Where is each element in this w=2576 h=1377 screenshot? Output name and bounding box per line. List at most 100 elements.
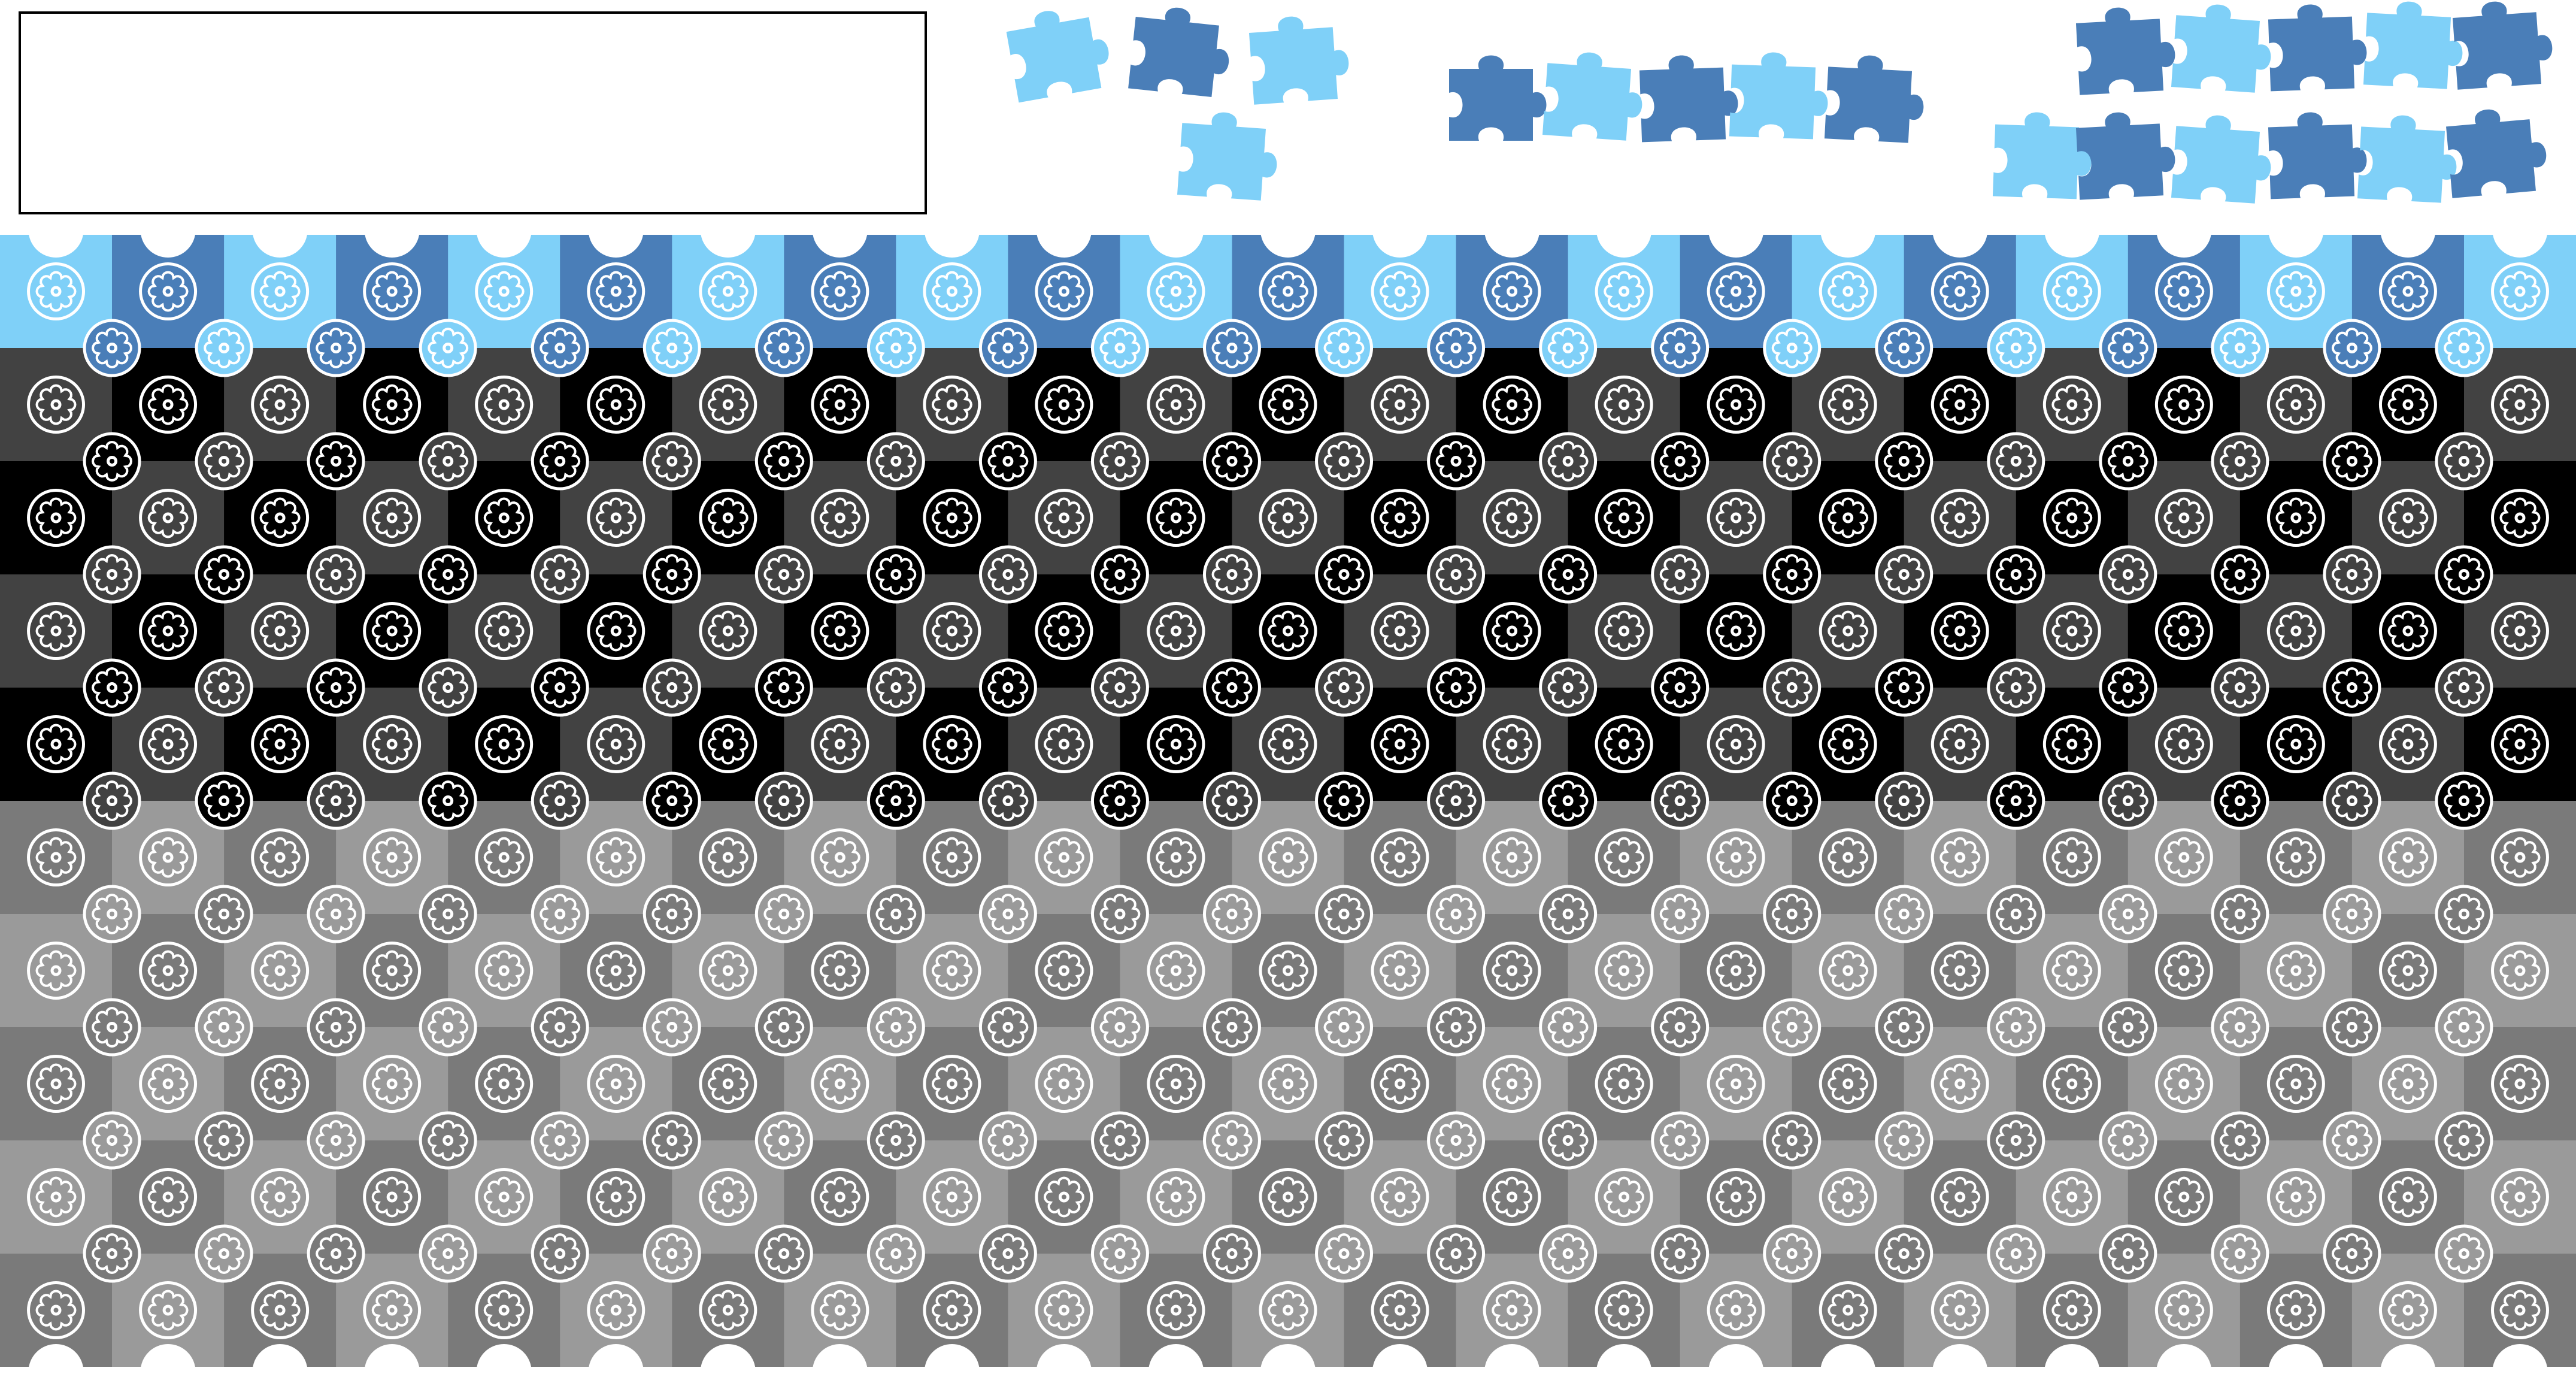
piece-knob bbox=[2099, 545, 2157, 604]
gear-flower-icon bbox=[1539, 658, 1598, 717]
gear-flower-icon bbox=[363, 1055, 422, 1113]
gear-flower-icon bbox=[1035, 376, 1093, 434]
gear-flower-icon bbox=[1147, 489, 1205, 547]
puzzle-piece-icon[interactable] bbox=[1639, 53, 1739, 143]
gear-flower-icon bbox=[1427, 658, 1486, 717]
piece-knob bbox=[1651, 545, 1710, 604]
gear-flower-icon bbox=[2435, 885, 2493, 943]
puzzle-piece-icon[interactable] bbox=[2451, 0, 2554, 90]
puzzle-piece-icon[interactable] bbox=[1177, 110, 1280, 201]
gear-flower-icon bbox=[2266, 602, 2325, 660]
puzzle-piece-icon[interactable] bbox=[2075, 110, 2177, 200]
piece-knob bbox=[754, 432, 813, 491]
edge-notch bbox=[2493, 235, 2547, 258]
gear-flower-icon bbox=[2042, 1168, 2101, 1226]
gear-flower-icon bbox=[2211, 658, 2269, 717]
puzzle-board-canvas bbox=[0, 235, 2576, 1367]
piece-knob bbox=[754, 319, 813, 377]
gear-flower-icon bbox=[2211, 885, 2269, 943]
gear-flower-icon bbox=[2099, 1111, 2157, 1170]
puzzle-piece-icon[interactable] bbox=[1542, 50, 1645, 141]
gear-flower-icon bbox=[2490, 376, 2549, 434]
puzzle-piece-icon[interactable] bbox=[1128, 4, 1234, 99]
gear-flower-icon bbox=[754, 885, 813, 943]
gear-flower-icon bbox=[27, 828, 86, 886]
gear-flower-icon bbox=[811, 1168, 869, 1226]
piece-knob bbox=[2323, 658, 2381, 717]
puzzle-board[interactable] bbox=[0, 235, 2576, 1367]
gear-flower-icon bbox=[1763, 1224, 1822, 1283]
gear-flower-icon bbox=[1427, 1111, 1486, 1170]
piece-knob bbox=[1875, 545, 1933, 604]
puzzle-piece-icon[interactable] bbox=[2268, 110, 2368, 199]
gear-flower-icon bbox=[1315, 432, 1374, 491]
gear-flower-icon bbox=[419, 771, 477, 830]
puzzle-piece-icon[interactable] bbox=[1824, 53, 1926, 144]
edge-notch bbox=[253, 235, 307, 258]
gear-flower-icon bbox=[2266, 1055, 2325, 1113]
gear-flower-icon bbox=[587, 262, 645, 320]
gear-flower-icon bbox=[1259, 1281, 1317, 1339]
piece-knob bbox=[1202, 998, 1261, 1057]
puzzle-piece-icon[interactable] bbox=[1449, 55, 1547, 141]
gear-flower-icon bbox=[2042, 376, 2101, 434]
gear-flower-icon bbox=[1371, 489, 1429, 547]
gear-flower-icon bbox=[699, 828, 757, 886]
puzzle-piece-icon[interactable] bbox=[2357, 113, 2459, 204]
piece-knob bbox=[1875, 658, 1933, 717]
puzzle-piece-icon[interactable] bbox=[1004, 2, 1115, 103]
gear-flower-icon bbox=[1315, 885, 1374, 943]
gear-flower-icon bbox=[139, 489, 198, 547]
gear-flower-icon bbox=[1651, 432, 1710, 491]
piece-knob bbox=[866, 658, 925, 717]
puzzle-piece-icon[interactable] bbox=[2363, 0, 2465, 90]
gear-flower-icon bbox=[475, 1055, 534, 1113]
gear-flower-icon bbox=[2042, 1055, 2101, 1113]
gear-flower-icon bbox=[754, 319, 813, 377]
gear-flower-icon bbox=[2435, 771, 2493, 830]
piece-knob bbox=[1539, 1224, 1598, 1283]
gear-flower-icon bbox=[587, 715, 645, 773]
piece-knob bbox=[2099, 432, 2157, 491]
puzzle-piece-icon[interactable] bbox=[1992, 111, 2093, 199]
piece-knob bbox=[307, 319, 365, 377]
board-cell[interactable] bbox=[1456, 235, 1569, 349]
gear-flower-icon bbox=[1651, 1224, 1710, 1283]
gear-flower-icon bbox=[1819, 1055, 1877, 1113]
puzzle-piece-icon[interactable] bbox=[2445, 105, 2549, 198]
gear-flower-icon bbox=[363, 715, 422, 773]
gear-flower-icon bbox=[27, 489, 86, 547]
gear-flower-icon bbox=[866, 1111, 925, 1170]
puzzle-piece-icon[interactable] bbox=[2171, 113, 2274, 204]
piece-knob bbox=[2435, 998, 2493, 1057]
gear-flower-icon bbox=[2378, 489, 2437, 547]
gear-flower-icon bbox=[27, 942, 86, 1000]
gear-flower-icon bbox=[1987, 432, 2045, 491]
puzzle-piece-icon[interactable] bbox=[1729, 51, 1829, 140]
gear-flower-icon bbox=[363, 1281, 422, 1339]
gear-flower-icon bbox=[2378, 602, 2437, 660]
gear-flower-icon bbox=[1427, 998, 1486, 1057]
puzzle-piece-icon[interactable] bbox=[2075, 5, 2177, 95]
piece-knob bbox=[195, 885, 253, 943]
piece-knob bbox=[531, 885, 589, 943]
gear-flower-icon bbox=[2323, 1111, 2381, 1170]
piece-knob bbox=[754, 885, 813, 943]
gear-flower-icon bbox=[1651, 885, 1710, 943]
piece-knob bbox=[754, 658, 813, 717]
gear-flower-icon bbox=[1763, 1111, 1822, 1170]
gear-flower-icon bbox=[1987, 545, 2045, 604]
piece-knob bbox=[643, 658, 701, 717]
gear-flower-icon bbox=[1875, 1224, 1933, 1283]
puzzle-piece-icon[interactable] bbox=[1248, 13, 1351, 105]
gear-flower-icon bbox=[1763, 432, 1822, 491]
gear-flower-icon bbox=[1371, 942, 1429, 1000]
gear-flower-icon bbox=[475, 942, 534, 1000]
gear-flower-icon bbox=[923, 489, 981, 547]
piece-knob bbox=[978, 1224, 1037, 1283]
gear-flower-icon bbox=[1707, 602, 1765, 660]
puzzle-piece-icon[interactable] bbox=[2268, 2, 2368, 92]
piece-knob bbox=[643, 1224, 701, 1283]
gear-flower-icon bbox=[1539, 432, 1598, 491]
puzzle-piece-icon[interactable] bbox=[2171, 2, 2274, 93]
